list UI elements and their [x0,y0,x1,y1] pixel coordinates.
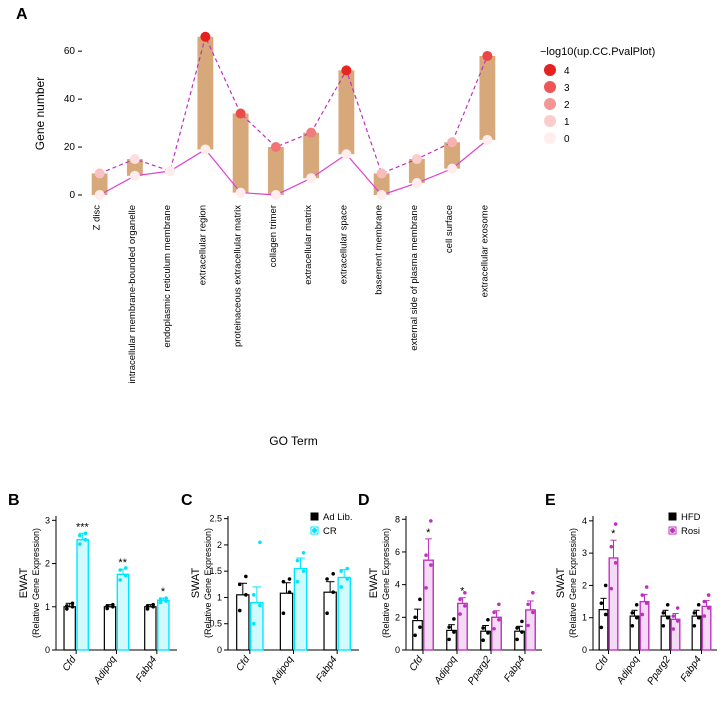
svg-text:***: *** [76,521,90,533]
svg-text:2: 2 [395,612,400,622]
svg-text:EWAT: EWAT [18,567,30,598]
svg-text:0: 0 [217,645,222,655]
svg-text:2.5: 2.5 [209,514,222,524]
svg-text:Adipoq: Adipoq [269,654,297,687]
svg-text:*: * [161,586,166,598]
svg-text:Z disc: Z disc [92,205,103,231]
svg-text:(Relative Gene Expression): (Relative Gene Expression) [31,528,41,638]
panel-a-chart: 0204060Gene numberZ discintracellular me… [30,20,710,480]
svg-text:endoplasmic reticulum membrane: endoplasmic reticulum membrane [162,205,173,348]
svg-text:3: 3 [564,83,570,94]
svg-text:extracellular space: extracellular space [338,205,349,284]
panel-d-chart: 0 2 4 6 8 EWAT(Relative Gene Expression) * Cfd *… [368,500,548,715]
svg-text:1: 1 [564,117,570,128]
svg-text:Fabp4: Fabp4 [679,654,705,684]
svg-text:proteinaceous extracellular ma: proteinaceous extracellular matrix [233,205,244,347]
panel-e-chart: 0 1 2 3 4 SWAT(Relative Gene Expression) * CfdA… [555,500,723,715]
svg-text:Gene number: Gene number [33,77,47,150]
svg-text:basement membrane: basement membrane [374,205,385,295]
svg-text:Fabp4: Fabp4 [502,654,528,684]
svg-text:(Relative Gene Expression): (Relative Gene Expression) [568,528,578,638]
svg-text:20: 20 [64,142,76,153]
svg-text:0: 0 [395,645,400,655]
svg-text:Cfd: Cfd [234,654,252,673]
svg-text:2: 2 [45,559,50,569]
svg-text:0: 0 [582,645,587,655]
svg-text:4: 4 [582,516,587,526]
svg-text:Adipoq: Adipoq [432,654,460,687]
svg-text:HFD: HFD [681,512,701,523]
svg-text:**: ** [118,557,127,569]
svg-text:0: 0 [45,645,50,655]
svg-text:8: 8 [395,514,400,524]
svg-text:3: 3 [582,548,587,558]
svg-text:SWAT: SWAT [190,567,202,598]
svg-text:2: 2 [217,540,222,550]
svg-text:Cfd: Cfd [408,654,426,673]
svg-text:6: 6 [395,547,400,557]
svg-text:*: * [426,527,431,539]
svg-text:2: 2 [564,100,570,111]
svg-text:cell surface: cell surface [444,205,455,253]
svg-text:1: 1 [582,613,587,623]
svg-text:−log10(up.CC.PvalPlot): −log10(up.CC.PvalPlot) [540,46,655,58]
svg-text:SWAT: SWAT [555,567,567,598]
svg-text:extracellular region: extracellular region [197,205,208,285]
svg-text:Fabp4: Fabp4 [134,654,160,684]
svg-text:0: 0 [564,134,570,145]
svg-text:GO Term: GO Term [269,434,317,448]
svg-text:(Relative Gene Expression): (Relative Gene Expression) [203,528,213,638]
svg-text:Cfd: Cfd [61,654,79,673]
svg-text:EWAT: EWAT [368,567,380,598]
svg-text:external side of plasma membra: external side of plasma membrane [409,205,420,351]
svg-text:40: 40 [64,94,76,105]
panel-a-label: A [16,6,28,24]
svg-text:Adipoq: Adipoq [92,654,120,687]
svg-text:60: 60 [64,46,76,57]
svg-text:intracellular membrane-bounded: intracellular membrane-bounded organelle [127,205,138,384]
svg-text:Pparg2: Pparg2 [645,654,673,687]
panel-b-chart: 0123EWAT(Relative Gene Expression)***Cfd… [18,500,183,715]
svg-text:Cfd: Cfd [593,654,611,673]
svg-text:Rosi: Rosi [681,526,700,537]
svg-text:0: 0 [69,190,75,201]
svg-text:Ad Lib.: Ad Lib. [323,512,353,523]
svg-text:(Relative Gene Expression): (Relative Gene Expression) [381,528,391,638]
svg-text:extracellular exosome: extracellular exosome [479,205,490,297]
svg-text:1: 1 [45,602,50,612]
svg-text:*: * [460,586,465,598]
svg-text:Fabp4: Fabp4 [314,654,340,684]
svg-text:Adipoq: Adipoq [615,654,643,687]
svg-text:CR: CR [323,526,337,537]
svg-text:3: 3 [45,515,50,525]
svg-text:Pparg2: Pparg2 [466,654,494,687]
svg-text:2: 2 [582,580,587,590]
svg-text:*: * [611,528,616,540]
svg-text:collagen trimer: collagen trimer [268,205,279,267]
panel-c-chart: 00.511.522.5SWAT(Relative Gene Expressio… [190,500,365,715]
svg-text:4: 4 [395,580,400,590]
svg-text:4: 4 [564,66,570,77]
svg-text:1: 1 [217,592,222,602]
svg-text:extracellular matrix: extracellular matrix [303,205,314,285]
